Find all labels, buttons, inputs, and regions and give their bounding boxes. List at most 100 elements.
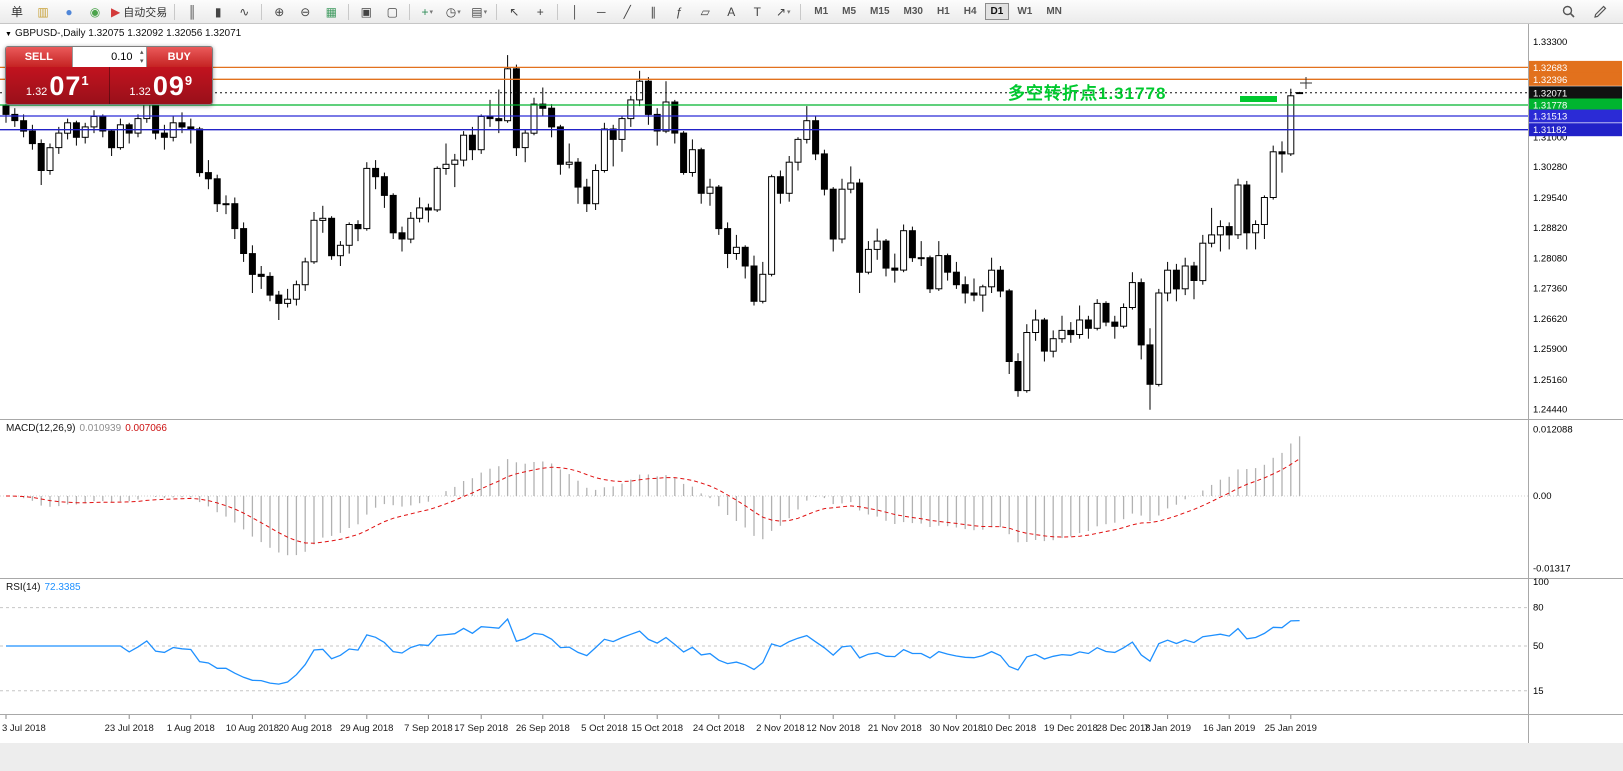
svg-text:50: 50: [1533, 641, 1544, 652]
period-button[interactable]: ◷ ▾: [440, 1, 466, 23]
auto-trading-button[interactable]: ▶ 自动交易: [108, 1, 170, 23]
rsi-panel[interactable]: [0, 607, 1528, 692]
svg-text:12 Nov 2018: 12 Nov 2018: [806, 723, 860, 734]
price-axis[interactable]: 1.33300 1.31000 1.30280 1.29540 1.28820 1.280…: [1533, 37, 1573, 697]
template-button[interactable]: ▤ ▾: [466, 1, 492, 23]
rsi-name: RSI(14): [6, 582, 41, 593]
main-chart-panel[interactable]: [2, 55, 1304, 410]
timeframe-d1[interactable]: D1: [984, 3, 1010, 20]
sell-price-big: 07: [49, 71, 82, 101]
spinner-up-icon[interactable]: ▴: [139, 49, 144, 56]
svg-text:26 Sep 2018: 26 Sep 2018: [516, 723, 570, 734]
svg-text:1.32683: 1.32683: [1533, 63, 1567, 74]
data-window-icon: ◉: [89, 4, 101, 19]
svg-text:28 Dec 2018: 28 Dec 2018: [1097, 723, 1151, 734]
timeframe-m5[interactable]: M5: [842, 6, 857, 17]
svg-text:1.24440: 1.24440: [1533, 405, 1567, 416]
toolbar-separator: [557, 3, 559, 20]
cursor-icon: ↖: [509, 4, 520, 19]
data-window-button[interactable]: ◉: [82, 1, 108, 23]
quick-message-icon[interactable]: [1587, 1, 1613, 23]
buy-button[interactable]: BUY: [146, 47, 212, 67]
zoom-in-button[interactable]: ⊕: [266, 1, 292, 23]
search-icon[interactable]: [1555, 1, 1581, 23]
crosshair-button[interactable]: +: [527, 1, 553, 23]
timeframe-h4[interactable]: H4: [963, 6, 977, 17]
svg-text:1.31182: 1.31182: [1533, 125, 1567, 136]
text-label-button[interactable]: T: [744, 1, 770, 23]
sell-price-prefix: 1.32: [25, 86, 48, 98]
text-button[interactable]: A: [718, 1, 744, 23]
arrows-button[interactable]: ↗ ▾: [770, 1, 796, 23]
zoom-in-icon: ⊕: [274, 4, 285, 19]
toolbar-separator: [800, 3, 802, 20]
buy-price-button[interactable]: 1.32 09 9: [110, 67, 213, 104]
price-badge-resistance-1: 1.32683: [1529, 60, 1622, 74]
svg-text:20 Aug 2018: 20 Aug 2018: [279, 723, 332, 734]
channel-button[interactable]: ∥: [640, 1, 666, 23]
toolbar: 单 ▥ ● ◉ ▶ 自动交易 ║ ▮ ∿ ⊕ ⊖ ▦ ▣ ▢ + ▾ ◷ ▾ ▤ ▾ ↖ + │ ─ ╱ ∥ ƒ ▱ A T ↗ ▾ M1 M5…: [0, 0, 1623, 24]
bar-chart-button[interactable]: ║: [179, 1, 205, 23]
svg-text:0.012088: 0.012088: [1533, 424, 1573, 435]
svg-text:15 Oct 2018: 15 Oct 2018: [631, 723, 683, 734]
timeframe-bar: M1 M5 M15 M30 H1 H4 D1 W1 MN: [807, 3, 1069, 20]
timeframe-m15[interactable]: M15: [870, 6, 890, 17]
svg-text:1.25160: 1.25160: [1533, 375, 1567, 386]
dropdown-arrow-icon: ▾: [483, 8, 488, 16]
svg-text:80: 80: [1533, 603, 1544, 614]
new-order-button[interactable]: 单: [4, 1, 30, 23]
rsi-indicator-label: RSI(14) 72.3385: [6, 582, 81, 593]
toolbar-separator: [348, 3, 350, 20]
pivot-line-segment[interactable]: [1240, 96, 1277, 102]
add-indicator-icon: +: [421, 4, 429, 19]
macd-panel[interactable]: [0, 436, 1528, 556]
time-axis[interactable]: 3 Jul 2018 23 Jul 2018 1 Aug 2018 10 Aug 20…: [2, 715, 1317, 734]
timeframe-m1[interactable]: M1: [814, 6, 829, 17]
price-badge-pivot-1.31778: 1.31778: [1529, 98, 1622, 112]
timeframe-mn[interactable]: MN: [1046, 6, 1062, 17]
profiles-button[interactable]: ●: [56, 1, 82, 23]
profiles-icon: ●: [65, 4, 73, 19]
horizontal-line-button[interactable]: ─: [588, 1, 614, 23]
volume-input[interactable]: 0.10 ▴ ▾: [71, 47, 147, 67]
svg-text:1.31513: 1.31513: [1533, 112, 1567, 123]
svg-text:1.32396: 1.32396: [1533, 75, 1567, 86]
svg-text:19 Dec 2018: 19 Dec 2018: [1044, 723, 1098, 734]
timeframe-h1[interactable]: H1: [936, 6, 950, 17]
timeframe-w1[interactable]: W1: [1017, 6, 1033, 17]
sell-price-button[interactable]: 1.32 07 1: [6, 67, 109, 104]
new-window-button[interactable]: ▢: [379, 1, 405, 23]
grid-icon: ▦: [325, 4, 337, 19]
macd-main-value: 0.010939: [79, 423, 122, 434]
zoom-out-button[interactable]: ⊖: [292, 1, 318, 23]
sell-button[interactable]: SELL: [6, 47, 72, 67]
candlestick-chart-button[interactable]: ▮: [205, 1, 231, 23]
volume-spinner[interactable]: ▴ ▾: [140, 48, 144, 66]
new-order-icon: 单: [10, 4, 23, 19]
shapes-button[interactable]: ▱: [692, 1, 718, 23]
vertical-line-button[interactable]: │: [562, 1, 588, 23]
new-chart-button[interactable]: ▥: [30, 1, 56, 23]
spinner-down-icon[interactable]: ▾: [139, 58, 144, 65]
line-chart-icon: ∿: [239, 4, 250, 19]
crosshair-icon: +: [536, 4, 544, 19]
timeframe-m30[interactable]: M30: [903, 6, 923, 17]
tile-windows-button[interactable]: ▣: [353, 1, 379, 23]
sell-price-sup: 1: [81, 73, 89, 88]
dropdown-arrow-icon: ▾: [429, 8, 433, 16]
macd-name: MACD(12,26,9): [6, 423, 76, 434]
fibonacci-button[interactable]: ƒ: [666, 1, 692, 23]
add-indicator-button[interactable]: + ▾: [414, 1, 440, 23]
one-click-trading-panel: SELL 0.10 ▴ ▾ BUY 1.32 07 1 1.32 09 9: [5, 46, 213, 105]
pivot-annotation-text[interactable]: 多空转折点1.31778: [1008, 84, 1167, 103]
svg-text:1.33300: 1.33300: [1533, 37, 1567, 48]
grid-button[interactable]: ▦: [318, 1, 344, 23]
line-chart-button[interactable]: ∿: [231, 1, 257, 23]
price-marker-cross: [1300, 77, 1312, 89]
trendline-button[interactable]: ╱: [614, 1, 640, 23]
cursor-button[interactable]: ↖: [501, 1, 527, 23]
svg-text:1.31778: 1.31778: [1533, 101, 1567, 112]
svg-text:-0.01317: -0.01317: [1533, 564, 1571, 575]
